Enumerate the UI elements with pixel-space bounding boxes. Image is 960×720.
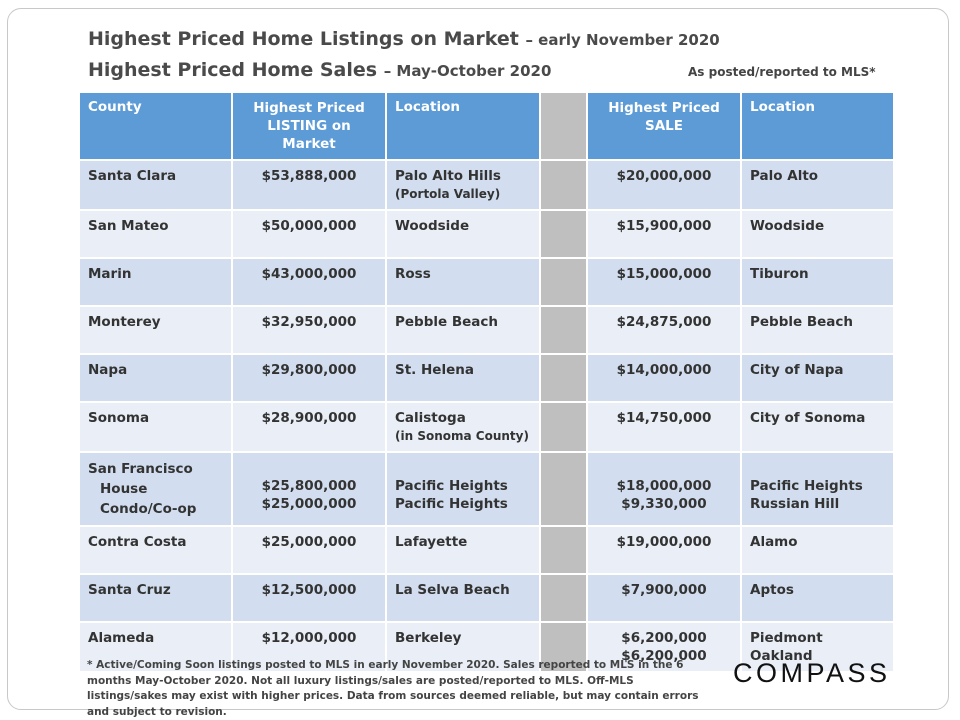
table-row: Santa Clara $53,888,000 Palo Alto Hills(…	[78, 159, 895, 211]
column-divider	[539, 353, 588, 403]
table-row: San Mateo $50,000,000 Woodside $15,900,0…	[78, 209, 895, 259]
county-cell: Alameda	[78, 621, 233, 673]
listing-location-cell: Ross	[385, 257, 541, 307]
sale-price-cell: $14,000,000	[586, 353, 742, 403]
listings-sales-table: County Highest Priced LISTING on Market L…	[78, 91, 895, 673]
sale-location-cell: City of Sonoma	[740, 401, 895, 453]
sale-price-cell: $7,900,000	[586, 573, 742, 623]
county-cell: Napa	[78, 353, 233, 403]
sale-price-cell: $14,750,000	[586, 401, 742, 453]
column-divider	[539, 159, 588, 211]
table-row: Sonoma $28,900,000 Calistoga (in Sonoma C…	[78, 401, 895, 453]
listing-location-cell: Palo Alto Hills (Portola Valley)	[385, 159, 541, 211]
listing-location-cell: Lafayette	[385, 525, 541, 575]
listing-price-cell: $12,500,000	[231, 573, 387, 623]
table-row: Alameda $12,000,000 Berkeley $6,200,000 $…	[78, 621, 895, 673]
county-cell: San Francisco House Condo/Co-op	[78, 451, 233, 527]
sale-price-cell: $15,900,000	[586, 209, 742, 259]
listing-location-cell: Pacific Heights Pacific Heights	[385, 451, 541, 527]
column-divider	[539, 209, 588, 259]
table-header-row: County Highest Priced LISTING on Market L…	[78, 91, 895, 161]
county-cell: San Mateo	[78, 209, 233, 259]
county-cell: Marin	[78, 257, 233, 307]
table-row: Monterey $32,950,000 Pebble Beach $24,87…	[78, 305, 895, 355]
table-row: Marin $43,000,000 Ross $15,000,000 Tibur…	[78, 257, 895, 307]
column-divider	[539, 525, 588, 575]
table-row: Contra Costa $25,000,000 Lafayette $19,0…	[78, 525, 895, 575]
listing-price-cell: $25,000,000	[231, 525, 387, 575]
column-divider	[539, 257, 588, 307]
listing-location-cell: Calistoga (in Sonoma County)	[385, 401, 541, 453]
sale-price-cell: $20,000,000	[586, 159, 742, 211]
column-divider	[539, 305, 588, 355]
sale-location-cell: Palo Alto	[740, 159, 895, 211]
header-sale: Highest Priced SALE	[586, 91, 742, 161]
sale-price-cell: $24,875,000	[586, 305, 742, 355]
sale-location-cell: City of Napa	[740, 353, 895, 403]
footnote: * Active/Coming Soon listings posted to …	[87, 659, 699, 718]
listing-price-cell: $50,000,000	[231, 209, 387, 259]
sale-location-cell: Pacific Heights Russian Hill	[740, 451, 895, 527]
title-sales: Highest Priced Home Sales – May-October …	[88, 59, 552, 81]
county-cell: Sonoma	[78, 401, 233, 453]
column-divider	[539, 621, 588, 673]
slide-frame	[7, 8, 949, 710]
title-listings: Highest Priced Home Listings on Market –…	[88, 28, 720, 50]
listing-location-cell: Woodside	[385, 209, 541, 259]
sale-location-cell: Piedmont Oakland	[740, 621, 895, 673]
listing-price-cell: $12,000,000	[231, 621, 387, 673]
listing-price-cell: $25,800,000 $25,000,000	[231, 451, 387, 527]
listing-price-cell: $53,888,000	[231, 159, 387, 211]
county-cell: Monterey	[78, 305, 233, 355]
column-divider	[539, 573, 588, 623]
header-listing: Highest Priced LISTING on Market	[231, 91, 387, 161]
county-cell: Santa Clara	[78, 159, 233, 211]
table-row: Santa Cruz $12,500,000 La Selva Beach $7…	[78, 573, 895, 623]
sale-location-cell: Aptos	[740, 573, 895, 623]
sale-location-cell: Woodside	[740, 209, 895, 259]
listing-location-cell: Pebble Beach	[385, 305, 541, 355]
column-divider	[539, 91, 588, 161]
sale-price-cell: $15,000,000	[586, 257, 742, 307]
listing-location-cell: La Selva Beach	[385, 573, 541, 623]
sale-location-cell: Alamo	[740, 525, 895, 575]
column-divider	[539, 401, 588, 453]
header-location-sale: Location	[740, 91, 895, 161]
sale-price-cell: $6,200,000 $6,200,000	[586, 621, 742, 673]
county-cell: Santa Cruz	[78, 573, 233, 623]
listing-price-cell: $28,900,000	[231, 401, 387, 453]
listing-location-cell: Berkeley	[385, 621, 541, 673]
header-county: County	[78, 91, 233, 161]
sale-price-cell: $18,000,000 $9,330,000	[586, 451, 742, 527]
sale-location-cell: Pebble Beach	[740, 305, 895, 355]
table-row: San Francisco House Condo/Co-op $25,800,00…	[78, 451, 895, 527]
listing-price-cell: $43,000,000	[231, 257, 387, 307]
listing-location-cell: St. Helena	[385, 353, 541, 403]
listing-price-cell: $32,950,000	[231, 305, 387, 355]
listing-price-cell: $29,800,000	[231, 353, 387, 403]
county-cell: Contra Costa	[78, 525, 233, 575]
sale-location-cell: Tiburon	[740, 257, 895, 307]
column-divider	[539, 451, 588, 527]
source-note: As posted/reported to MLS*	[688, 65, 876, 79]
table-row: Napa $29,800,000 St. Helena $14,000,000 …	[78, 353, 895, 403]
header-location-listing: Location	[385, 91, 541, 161]
compass-logo: COMPASS	[733, 658, 891, 688]
sale-price-cell: $19,000,000	[586, 525, 742, 575]
